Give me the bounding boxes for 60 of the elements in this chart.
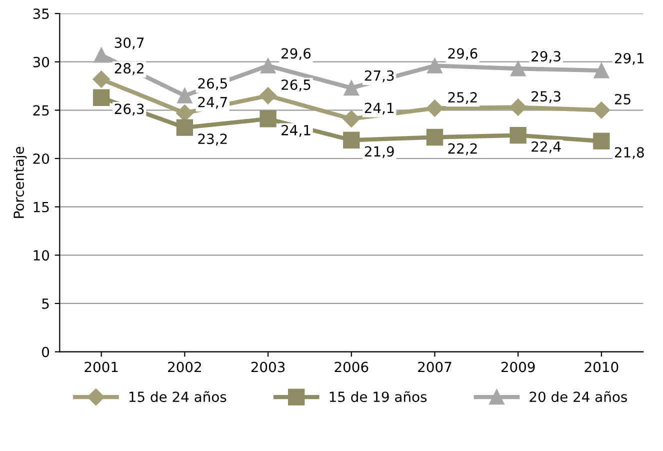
- y-tick-label: 25: [33, 105, 49, 116]
- data-label: 21,9: [364, 146, 394, 158]
- x-tick-label: 2007: [418, 362, 452, 372]
- point: [344, 80, 360, 96]
- x-tick-label: 2009: [501, 362, 535, 372]
- x-tick-label: 2010: [584, 362, 618, 372]
- data-label: 23,2: [198, 134, 227, 146]
- point: [94, 47, 109, 63]
- legend-label: 15 de 24 años: [129, 391, 226, 402]
- data-label: 21,8: [614, 147, 644, 160]
- x-tick-label: 2002: [168, 362, 201, 372]
- point: [592, 102, 610, 119]
- point: [92, 70, 110, 88]
- x-tick-label: 2006: [334, 362, 368, 372]
- point: [259, 87, 277, 104]
- point: [510, 126, 526, 144]
- data-label: 25: [614, 94, 630, 104]
- data-label: 26,5: [282, 79, 310, 92]
- data-label: 25,2: [448, 92, 477, 104]
- point: [426, 128, 444, 146]
- y-tick-label: 0: [42, 346, 50, 358]
- point: [510, 98, 527, 116]
- data-label: 25,3: [532, 91, 560, 103]
- point: [260, 110, 276, 128]
- data-label: 29,1: [614, 52, 644, 65]
- data-label: 28,2: [114, 63, 144, 75]
- legend-label: 15 de 19 años: [330, 391, 427, 402]
- point: [510, 60, 526, 76]
- data-label: 24,7: [198, 96, 227, 109]
- data-label: 24,1: [282, 124, 310, 137]
- point: [93, 89, 110, 106]
- data-label: 26,5: [198, 78, 227, 90]
- data-label: 27,3: [364, 70, 394, 82]
- y-tick-label: 5: [42, 298, 49, 309]
- data-label: 22,2: [448, 143, 477, 156]
- y-tick-label: 20: [33, 153, 50, 164]
- point: [176, 119, 194, 136]
- y-tick-label: 10: [34, 250, 50, 261]
- y-tick-label: 30: [33, 56, 50, 68]
- point: [427, 58, 442, 74]
- point: [342, 110, 360, 128]
- y-axis-title: Porcentaje: [13, 146, 27, 218]
- point: [426, 100, 444, 117]
- data-label: 29,6: [282, 48, 311, 60]
- y-tick-label: 15: [34, 202, 49, 212]
- data-label: 24,1: [364, 102, 394, 115]
- legend-label: 20 de 24 años: [530, 391, 627, 402]
- point: [593, 132, 610, 150]
- data-label: 26,3: [114, 104, 144, 116]
- point: [260, 58, 276, 74]
- data-label: 29,6: [448, 48, 478, 60]
- data-label: 30,7: [114, 38, 144, 50]
- point: [177, 88, 192, 104]
- x-tick-label: 2003: [251, 362, 285, 372]
- y-tick-label: 35: [33, 8, 49, 20]
- point: [594, 62, 610, 78]
- data-label: 29,3: [532, 51, 560, 63]
- data-label: 22,4: [532, 141, 561, 154]
- point: [343, 132, 360, 148]
- x-tick-label: 2001: [84, 362, 118, 372]
